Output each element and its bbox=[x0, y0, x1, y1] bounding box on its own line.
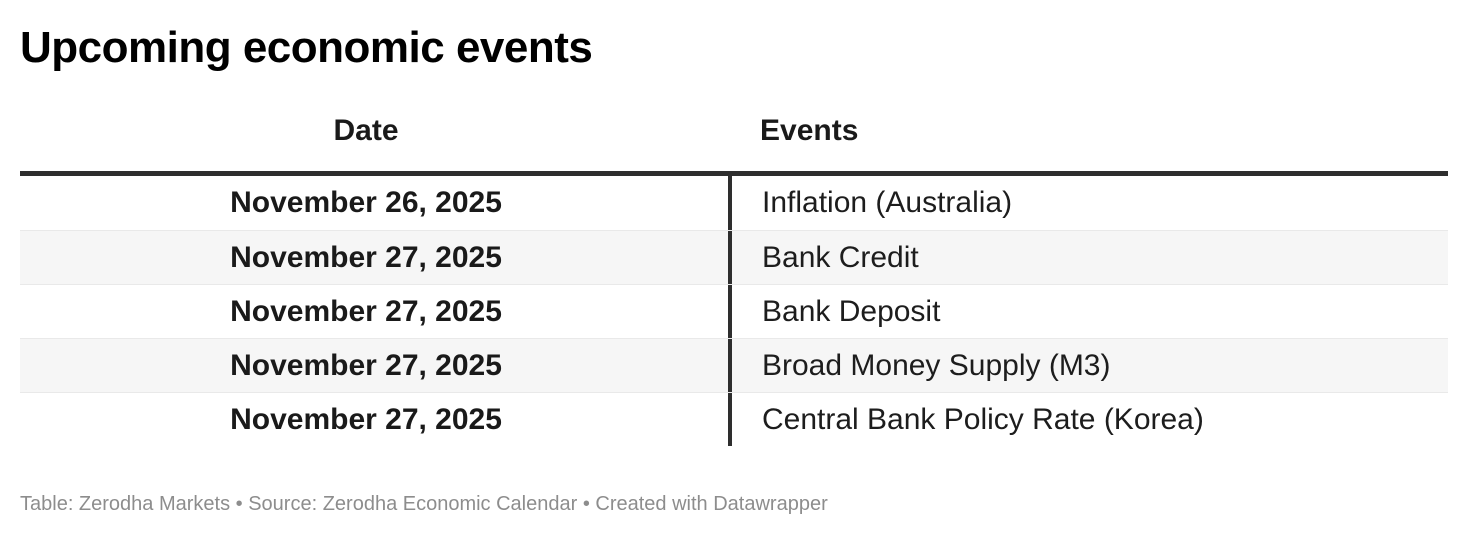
event-cell: Inflation (Australia) bbox=[728, 176, 1448, 231]
table-row: November 27, 2025 Central Bank Policy Rat… bbox=[20, 392, 1448, 447]
date-cell: November 27, 2025 bbox=[230, 240, 502, 274]
table-row: November 27, 2025 Bank Credit bbox=[20, 230, 1448, 285]
economic-events-table: Date Events November 26, 2025 Inflation (… bbox=[20, 73, 1448, 447]
event-cell: Broad Money Supply (M3) bbox=[728, 339, 1448, 393]
event-cell: Bank Credit bbox=[728, 231, 1448, 285]
column-header-events: Events bbox=[760, 114, 859, 148]
page-title: Upcoming economic events bbox=[20, 23, 593, 72]
date-cell: November 27, 2025 bbox=[230, 402, 502, 436]
table-header-row: Date Events bbox=[20, 73, 1448, 177]
table-row: November 26, 2025 Inflation (Australia) bbox=[20, 176, 1448, 231]
table-row: November 27, 2025 Bank Deposit bbox=[20, 284, 1448, 339]
table-attribution: Table: Zerodha Markets • Source: Zerodha… bbox=[20, 493, 828, 516]
date-cell: November 27, 2025 bbox=[230, 294, 502, 328]
date-cell: November 26, 2025 bbox=[230, 186, 502, 220]
table-body: November 26, 2025 Inflation (Australia) No… bbox=[20, 176, 1448, 447]
event-cell: Bank Deposit bbox=[728, 285, 1448, 339]
column-header-date: Date bbox=[333, 114, 399, 148]
table-row: November 27, 2025 Broad Money Supply (M3) bbox=[20, 338, 1448, 393]
date-cell: November 27, 2025 bbox=[230, 348, 502, 382]
event-cell: Central Bank Policy Rate (Korea) bbox=[728, 393, 1448, 447]
